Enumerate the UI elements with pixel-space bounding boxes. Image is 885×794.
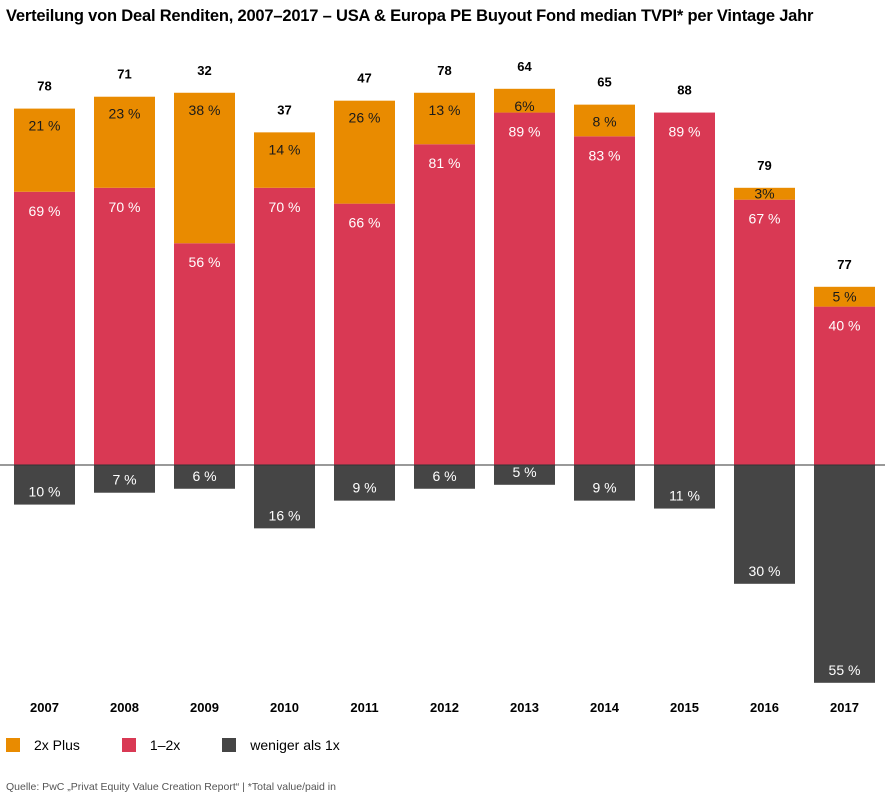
- label-2x-2014: 8 %: [592, 114, 616, 130]
- bar-segment-mid-2007: [14, 191, 75, 465]
- total-label-2017: 77: [837, 257, 851, 272]
- legend-label-below-1x: weniger als 1x: [250, 737, 340, 753]
- total-label-2010: 37: [277, 102, 291, 117]
- bar-segment-below-2015: [654, 465, 715, 509]
- bar-segment-below-2012: [414, 465, 475, 489]
- bar-segment-mid-2015: [654, 112, 715, 465]
- total-label-2015: 88: [677, 83, 691, 98]
- x-tick-label-2011: 2011: [350, 700, 378, 715]
- bar-segment-2x-2011: [334, 100, 395, 204]
- label-2x-2011: 26 %: [349, 110, 381, 126]
- bar-segment-mid-2013: [494, 112, 555, 465]
- legend-swatch-below-1x: [222, 738, 237, 752]
- bar-segment-2x-2008: [94, 96, 155, 188]
- label-mid-2008: 70 %: [109, 199, 141, 215]
- label-2x-2009: 38 %: [189, 102, 221, 118]
- label-mid-2014: 83 %: [589, 147, 621, 163]
- total-label-2007: 78: [37, 79, 51, 94]
- label-2x-2007: 21 %: [29, 118, 61, 134]
- label-below-2007: 10 %: [29, 484, 61, 500]
- label-mid-2015: 89 %: [669, 124, 701, 140]
- x-tick-label-2016: 2016: [750, 700, 779, 715]
- label-below-2017: 55 %: [829, 662, 861, 678]
- bar-segment-below-2008: [94, 465, 155, 493]
- label-below-2008: 7 %: [112, 472, 136, 488]
- label-mid-2016: 67 %: [749, 211, 781, 227]
- label-mid-2007: 69 %: [29, 203, 61, 219]
- bar-segment-below-2007: [14, 465, 75, 505]
- label-2x-2016: 3%: [754, 186, 774, 202]
- x-tick-label-2009: 2009: [190, 700, 219, 715]
- label-mid-2010: 70 %: [269, 199, 301, 215]
- label-below-2012: 6 %: [432, 468, 456, 484]
- bar-segment-2x-2016: [734, 187, 795, 200]
- x-tick-label-2012: 2012: [430, 700, 459, 715]
- bar-segment-2x-2013: [494, 88, 555, 113]
- total-label-2012: 78: [437, 63, 451, 78]
- bar-segment-mid-2008: [94, 187, 155, 466]
- label-2x-2012: 13 %: [429, 102, 461, 118]
- x-tick-label-2008: 2008: [110, 700, 139, 715]
- bar-segment-below-2016: [734, 465, 795, 584]
- legend-label-2x-plus: 2x Plus: [34, 737, 80, 753]
- bar-segment-mid-2012: [414, 144, 475, 466]
- bar-segment-2x-2012: [414, 92, 475, 145]
- bar-segment-mid-2017: [814, 306, 875, 465]
- bar-segment-below-2009: [174, 465, 235, 489]
- stacked-bar-chart: 21 % 69 % 10 % 78 2007 23 % 70 % 7 % 71 2008 38 % 5…: [0, 59, 885, 715]
- x-tick-label-2015: 2015: [670, 700, 699, 715]
- label-2x-2010: 14 %: [269, 141, 301, 157]
- chart-title: Verteilung von Deal Renditen, 2007–2017 …: [6, 7, 814, 25]
- bar-segment-2x-2017: [814, 286, 875, 307]
- label-2x-2008: 23 %: [109, 106, 141, 122]
- label-mid-2013: 89 %: [509, 124, 541, 140]
- legend-item-below-1x: weniger als 1x: [222, 737, 340, 753]
- total-label-2014: 65: [597, 75, 611, 90]
- label-below-2009: 6 %: [192, 468, 216, 484]
- label-below-2010: 16 %: [269, 507, 301, 523]
- bar-segment-2x-2009: [174, 92, 235, 244]
- bar-segment-2x-2010: [254, 132, 315, 188]
- bar-segment-below-2017: [814, 465, 875, 683]
- label-mid-2011: 66 %: [349, 215, 381, 231]
- total-label-2016: 79: [757, 158, 771, 173]
- bar-segment-mid-2010: [254, 187, 315, 466]
- x-tick-label-2017: 2017: [830, 700, 859, 715]
- total-label-2008: 71: [117, 67, 131, 82]
- label-below-2016: 30 %: [749, 563, 781, 579]
- total-label-2013: 64: [517, 59, 532, 74]
- bar-segment-below-2011: [334, 465, 395, 501]
- bar-segment-mid-2014: [574, 136, 635, 465]
- legend-item-2x-plus: 2x Plus: [6, 737, 80, 753]
- x-tick-label-2010: 2010: [270, 700, 299, 715]
- x-tick-label-2014: 2014: [590, 700, 620, 715]
- label-2x-2017: 5 %: [832, 289, 856, 305]
- legend-swatch-2x-plus: [6, 738, 20, 752]
- label-below-2014: 9 %: [592, 480, 616, 496]
- label-mid-2017: 40 %: [829, 318, 861, 334]
- total-label-2011: 47: [357, 71, 371, 86]
- label-2x-2013: 6%: [514, 98, 534, 114]
- bar-segment-mid-2009: [174, 243, 235, 465]
- bar-segment-below-2013: [494, 465, 555, 485]
- label-mid-2009: 56 %: [189, 254, 221, 270]
- bar-segment-below-2014: [574, 465, 635, 501]
- legend-item-1-2x: 1–2x: [121, 737, 181, 753]
- label-below-2015: 11 %: [669, 488, 700, 504]
- source-note: Quelle: PwC „Privat Equity Value Creatio…: [6, 781, 336, 793]
- x-tick-label-2007: 2007: [30, 700, 59, 715]
- bar-segment-mid-2016: [734, 199, 795, 465]
- label-below-2013: 5 %: [512, 464, 536, 480]
- x-tick-label-2013: 2013: [510, 700, 539, 715]
- bar-segment-2x-2014: [574, 104, 635, 137]
- bar-segment-2x-2007: [14, 108, 75, 192]
- legend-swatch-1-2x: [121, 738, 136, 752]
- label-below-2011: 9 %: [352, 480, 376, 496]
- bar-segment-mid-2011: [334, 203, 395, 465]
- legend: 2x Plus 1–2x weniger als 1x: [6, 737, 382, 753]
- label-mid-2012: 81 %: [429, 155, 461, 171]
- legend-label-1-2x: 1–2x: [149, 737, 181, 753]
- bar-segment-below-2010: [254, 465, 315, 529]
- total-label-2009: 32: [197, 63, 211, 78]
